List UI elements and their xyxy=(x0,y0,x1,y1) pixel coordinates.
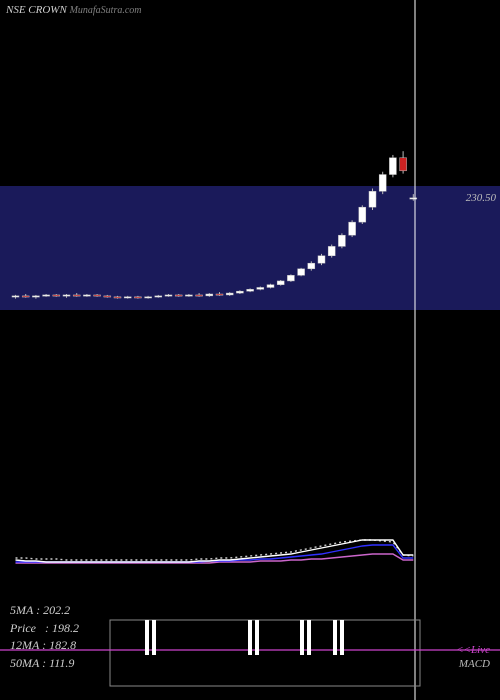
ma5-row: 5MA : 202.2 xyxy=(10,602,79,619)
price-row: Price : 198.2 xyxy=(10,620,79,637)
macd-label: MACD xyxy=(459,658,490,670)
ma50-row: 50MA : 111.9 xyxy=(10,655,79,672)
last-price-label: 230.50 xyxy=(466,192,496,204)
stock-chart xyxy=(0,0,500,700)
ma-info-box: 5MA : 202.2 Price : 198.2 12MA : 182.8 5… xyxy=(10,602,79,672)
live-label: <<Live xyxy=(456,644,490,656)
ma12-row: 12MA : 182.8 xyxy=(10,637,79,654)
